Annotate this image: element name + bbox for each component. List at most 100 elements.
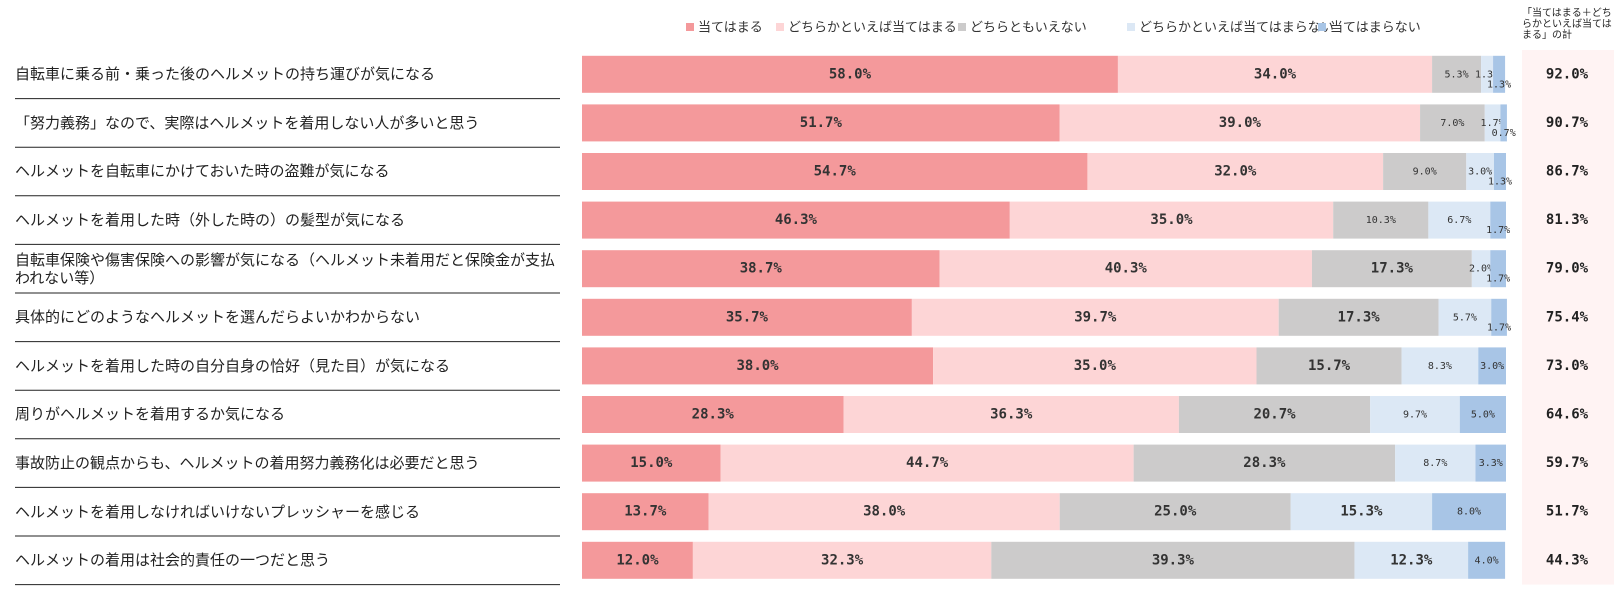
bar-segment <box>1493 55 1506 93</box>
category-label: 「努力義務」なので、実際はヘルメットを着用しない人が多いと思う <box>15 113 480 132</box>
value-label: 1.3% <box>1475 69 1499 80</box>
bar-segment <box>582 104 1060 142</box>
bar-segment <box>1395 444 1476 482</box>
total-title: 「当てはまる＋どちらかといえば当てはまる」の計 <box>1522 8 1612 41</box>
total-label: 51.7% <box>1546 504 1589 520</box>
bar-segment <box>991 541 1355 579</box>
bar-segment <box>1278 298 1439 336</box>
value-label: 51.7% <box>800 115 843 131</box>
value-label: 1.3% <box>1488 177 1512 188</box>
value-label: 3.0% <box>1468 167 1492 178</box>
value-label: 12.3% <box>1390 552 1433 568</box>
value-label: 0.7% <box>1492 128 1516 139</box>
value-label: 40.3% <box>1105 261 1148 277</box>
category-label: 具体的にどのようなヘルメットを選んだらよいかわからない <box>15 308 421 327</box>
value-label: 5.3% <box>1445 69 1469 80</box>
category-label: ヘルメットを着用した時の自分自身の恰好（見た目）が気になる <box>15 356 451 375</box>
value-label: 5.7% <box>1453 312 1477 323</box>
legend-label: 当てはまる <box>698 21 763 36</box>
legend-label: 当てはまらない <box>1330 21 1421 36</box>
bar-segment <box>1117 55 1433 93</box>
bar-segment <box>582 541 693 579</box>
bar-segment <box>1420 104 1485 142</box>
total-label: 59.7% <box>1546 455 1589 471</box>
value-label: 9.0% <box>1413 167 1437 178</box>
bar-segment <box>1478 347 1506 385</box>
bar-segment <box>1333 201 1429 239</box>
value-label: 1.7% <box>1481 118 1505 129</box>
value-label: 38.0% <box>736 358 779 374</box>
value-label: 5.0% <box>1471 410 1495 421</box>
bar-segment <box>1401 347 1479 385</box>
value-label: 32.3% <box>821 552 864 568</box>
legend-swatch <box>686 23 694 31</box>
bar-segment <box>1468 541 1506 579</box>
bar-segment <box>1059 493 1291 531</box>
value-label: 28.3% <box>1243 455 1286 471</box>
value-label: 1.7% <box>1487 322 1511 333</box>
bar-segment <box>1493 153 1506 190</box>
value-label: 17.3% <box>1371 261 1414 277</box>
bar-segment <box>708 493 1060 531</box>
bar-segment <box>582 55 1118 93</box>
total-label: 44.3% <box>1546 552 1589 568</box>
bar-segment <box>1428 201 1491 239</box>
total-label: 64.6% <box>1546 407 1589 423</box>
category-label: ヘルメットを自転車にかけておいた時の盗難が気になる <box>15 162 390 181</box>
bar-segment <box>1009 201 1334 239</box>
bar-segment <box>582 201 1010 239</box>
total-label: 86.7% <box>1546 164 1589 180</box>
value-label: 8.3% <box>1428 361 1452 372</box>
value-label: 3.0% <box>1480 361 1504 372</box>
legend-label: どちらかといえば当てはまらない <box>1139 21 1334 36</box>
value-label: 44.7% <box>906 455 949 471</box>
total-label: 90.7% <box>1546 115 1589 131</box>
bar-segment <box>1475 444 1506 482</box>
value-label: 15.0% <box>630 455 673 471</box>
value-label: 54.7% <box>814 164 857 180</box>
bar-segment <box>582 250 940 288</box>
total-label: 73.0% <box>1546 358 1589 374</box>
value-label: 13.7% <box>624 504 667 520</box>
bar-segment <box>1466 153 1494 190</box>
bar-segment <box>582 347 934 385</box>
bar-segment <box>1370 396 1460 433</box>
bar-segment <box>1059 104 1421 142</box>
total-label: 81.3% <box>1546 212 1589 228</box>
category-label: ヘルメットを着用した時（外した時の）の髪型が気になる <box>15 211 406 230</box>
legend-label: どちらかといえば当てはまる <box>788 21 957 36</box>
category-label: 自転車保険や傷害保険への影響が気になる（ヘルメット未着用だと保険金が支払われない… <box>15 250 556 287</box>
value-label: 38.7% <box>740 261 783 277</box>
value-label: 28.3% <box>692 407 735 423</box>
bar-segment <box>1484 104 1501 142</box>
bar-segment <box>911 298 1279 336</box>
value-label: 12.0% <box>616 552 659 568</box>
bar-segment <box>582 444 721 482</box>
bar-segment <box>1438 298 1492 336</box>
bar-segment <box>1133 444 1396 482</box>
value-label: 35.0% <box>1150 212 1193 228</box>
value-label: 46.3% <box>775 212 818 228</box>
bar-segment <box>1432 493 1506 531</box>
value-label: 38.0% <box>863 504 906 520</box>
total-column <box>1522 50 1614 585</box>
value-label: 3.3% <box>1479 458 1503 469</box>
value-label: 39.7% <box>1074 309 1117 325</box>
value-label: 34.0% <box>1254 66 1297 82</box>
bar-segment <box>1432 55 1482 93</box>
bar-segment <box>1471 250 1491 288</box>
value-label: 58.0% <box>829 66 872 82</box>
value-label: 1.3% <box>1487 79 1511 90</box>
category-label: ヘルメットの着用は社会的責任の一つだと思う <box>15 551 331 570</box>
category-label: 周りがヘルメットを着用するか気になる <box>15 405 286 424</box>
bar-segment <box>1491 298 1507 336</box>
legend-label: どちらともいえない <box>970 21 1087 36</box>
value-label: 7.0% <box>1440 118 1464 129</box>
value-label: 36.3% <box>990 407 1033 423</box>
bar-segment <box>1087 153 1384 190</box>
value-label: 35.0% <box>1074 358 1117 374</box>
bar-segment <box>582 298 912 336</box>
value-label: 4.0% <box>1475 555 1499 566</box>
